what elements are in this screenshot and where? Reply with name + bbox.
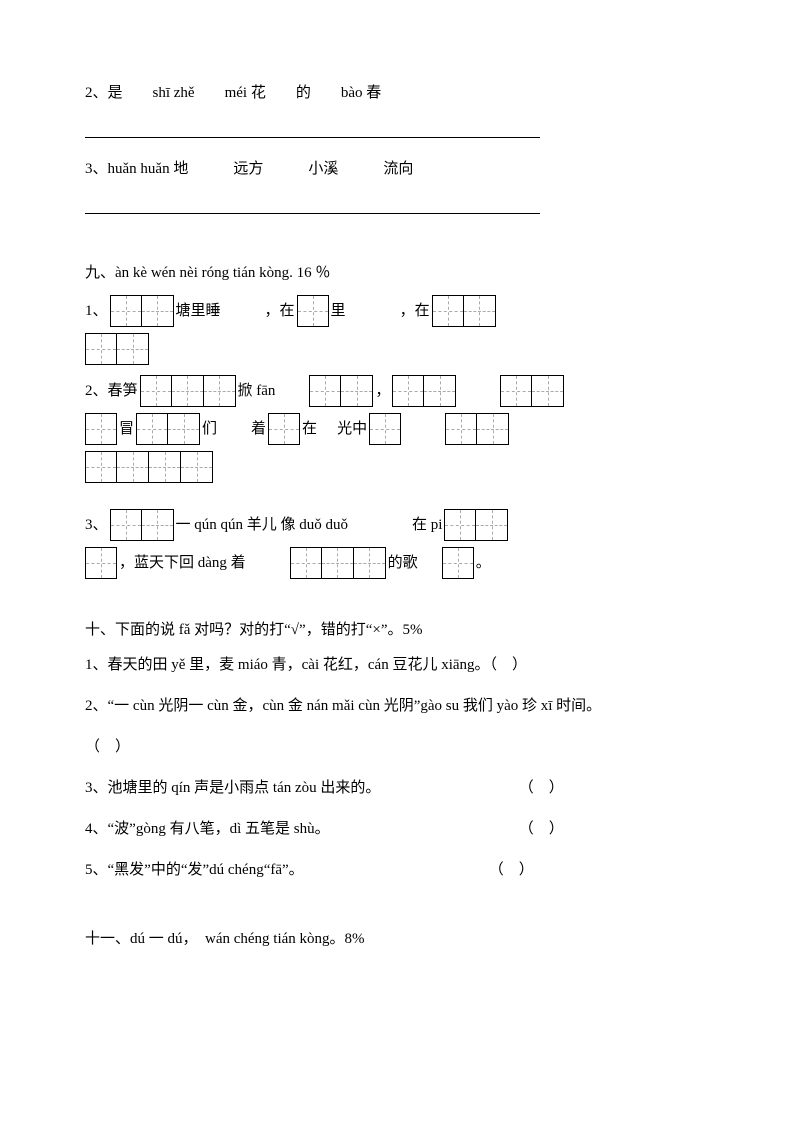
text-label: ，蓝天下回 dàng 着 bbox=[119, 550, 246, 577]
text-label: 掀 fān bbox=[238, 378, 276, 405]
q10-item-2b: （ ） bbox=[85, 734, 715, 761]
fill-box-group[interactable] bbox=[432, 295, 496, 327]
q8-answer-line-3[interactable] bbox=[85, 191, 540, 214]
fill-box-group[interactable] bbox=[110, 295, 174, 327]
text-label: 2、春笋 bbox=[85, 378, 138, 405]
text-label: ，在 bbox=[265, 298, 295, 325]
fill-box-group[interactable] bbox=[140, 375, 236, 407]
text-label: 2、“一 cùn 光阴一 cùn 金，cùn 金 nán mǎi cùn 光阴”… bbox=[85, 698, 601, 714]
q10-item-4: 4、“波”gòng 有八笔，dì 五笔是 shù。 （ ） bbox=[85, 816, 715, 843]
text-label: 一 qún qún 羊儿 像 duǒ duǒ bbox=[176, 512, 349, 539]
fill-box-group[interactable] bbox=[85, 451, 213, 483]
fill-box-group[interactable] bbox=[445, 413, 509, 445]
q8-item-2: 2、是 shī zhě méi 花 的 bào 春 bbox=[85, 80, 715, 107]
text-label: ， bbox=[375, 378, 390, 405]
text-label: 的歌 bbox=[388, 550, 418, 577]
text-label: ，在 bbox=[400, 298, 430, 325]
q9-item-2: 2、春笋 掀 fān ， 冒 们 着 在 光中 bbox=[85, 375, 715, 483]
text-label: 在 pi bbox=[412, 512, 442, 539]
fill-box-group[interactable] bbox=[369, 413, 401, 445]
q10-item-2: 2、“一 cùn 光阴一 cùn 金，cùn 金 nán mǎi cùn 光阴”… bbox=[85, 693, 715, 720]
q11-title: 十一、dú 一 dú， wán chéng tián kòng。8% bbox=[85, 926, 715, 953]
answer-bracket[interactable]: （ ） bbox=[489, 857, 534, 884]
fill-box-group[interactable] bbox=[290, 547, 386, 579]
text-label: 塘里睡 bbox=[176, 298, 221, 325]
q10-title: 十、下面的说 fǎ 对吗？对的打“√”，错的打“×”。5% bbox=[85, 617, 715, 644]
answer-bracket[interactable]: （ ） bbox=[519, 775, 564, 802]
q10-item-1: 1、春天的田 yě 里，麦 miáo 青，cài 花红，cán 豆花儿 xiān… bbox=[85, 652, 715, 679]
fill-box-group[interactable] bbox=[136, 413, 200, 445]
fill-box-group[interactable] bbox=[500, 375, 564, 407]
q9-item-3: 3、 一 qún qún 羊儿 像 duǒ duǒ 在 pi ，蓝天下回 dàn… bbox=[85, 509, 715, 579]
q8-item-3: 3、huǎn huǎn 地 远方 小溪 流向 bbox=[85, 156, 715, 183]
text-label: 光中 bbox=[337, 416, 367, 443]
text-label: 5、“黑发”中的“发”dú chéng“fā”。 bbox=[85, 857, 485, 884]
text-label: 着 bbox=[251, 416, 266, 443]
q8-answer-line-2[interactable] bbox=[85, 115, 540, 138]
answer-bracket[interactable]: （ ） bbox=[519, 816, 564, 843]
fill-box-group[interactable] bbox=[444, 509, 508, 541]
fill-box-group[interactable] bbox=[85, 547, 117, 579]
text-label: 3、 bbox=[85, 512, 108, 539]
fill-box-group[interactable] bbox=[85, 413, 117, 445]
fill-box-group[interactable] bbox=[442, 547, 474, 579]
fill-box-group[interactable] bbox=[297, 295, 329, 327]
q10-item-5: 5、“黑发”中的“发”dú chéng“fā”。 （ ） bbox=[85, 857, 715, 884]
text-label: 们 bbox=[202, 416, 217, 443]
fill-box-group[interactable] bbox=[110, 509, 174, 541]
fill-box-group[interactable] bbox=[309, 375, 373, 407]
text-label: 。 bbox=[476, 550, 491, 577]
fill-box-group[interactable] bbox=[268, 413, 300, 445]
text-label: 在 bbox=[302, 416, 317, 443]
text-label: 1、 bbox=[85, 298, 108, 325]
text-label: 4、“波”gòng 有八笔，dì 五笔是 shù。 bbox=[85, 816, 515, 843]
text-label: 里 bbox=[331, 298, 346, 325]
text-label: 3、池塘里的 qín 声是小雨点 tán zòu 出来的。 bbox=[85, 775, 515, 802]
q9-item-1: 1、 塘里睡 ，在 里 ，在 bbox=[85, 295, 715, 365]
q10-item-3: 3、池塘里的 qín 声是小雨点 tán zòu 出来的。 （ ） bbox=[85, 775, 715, 802]
fill-box-group[interactable] bbox=[85, 333, 149, 365]
q9-title: 九、àn kè wén nèi róng tián kòng. 16 ％ bbox=[85, 260, 715, 287]
text-label: 冒 bbox=[119, 416, 134, 443]
fill-box-group[interactable] bbox=[392, 375, 456, 407]
